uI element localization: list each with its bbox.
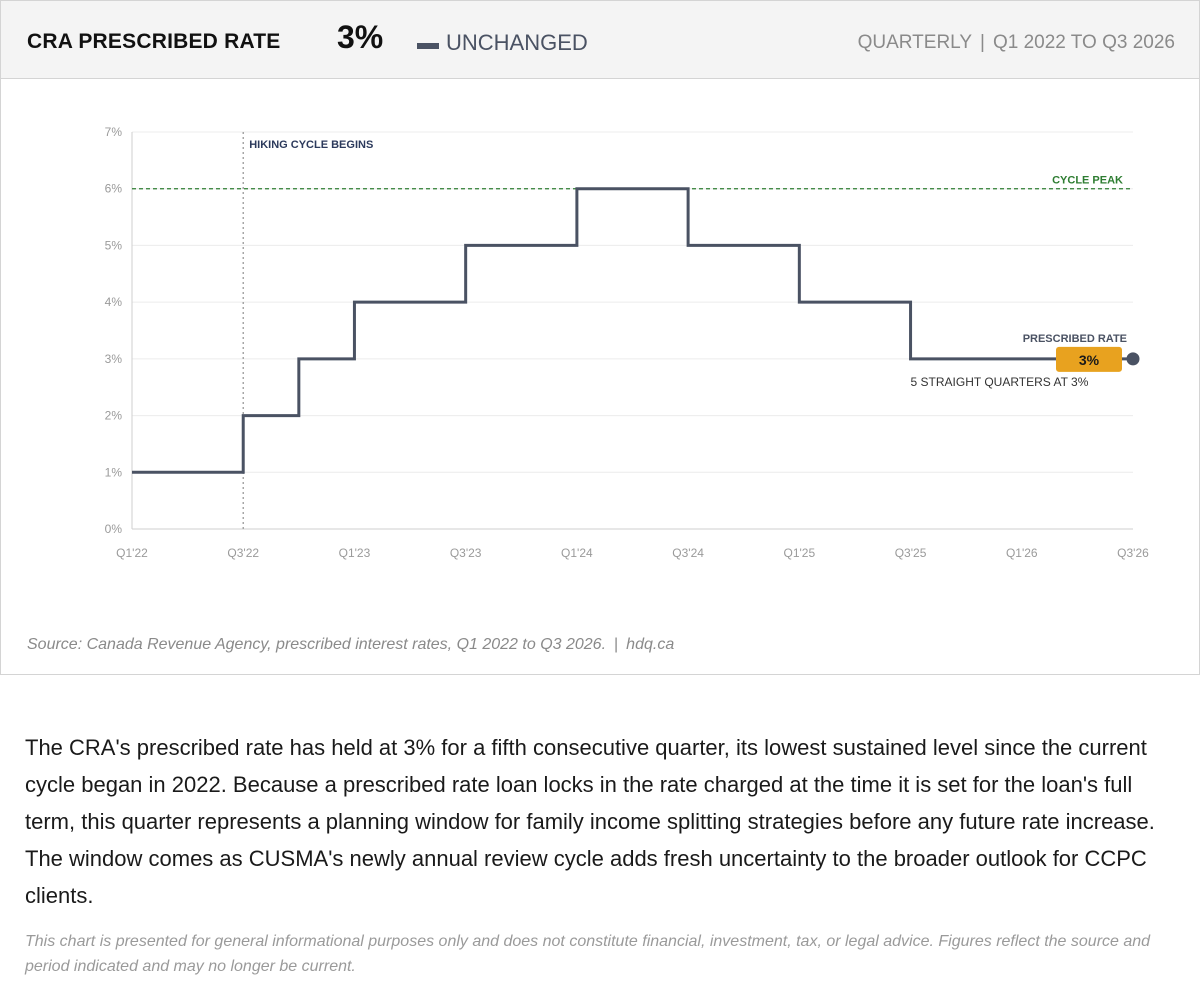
commentary-paragraph: The CRA's prescribed rate has held at 3%… [25, 735, 1155, 908]
source-separator: | [614, 636, 619, 653]
period-range: Q1 2022 TO Q3 2026 [992, 32, 1175, 53]
status-swatch [417, 43, 439, 49]
x-tick-label: Q1'24 [561, 546, 593, 560]
x-tick-label: Q1'26 [1006, 546, 1038, 560]
end-note-label: 5 STRAIGHT QUARTERS AT 3% [911, 375, 1089, 389]
source-text: Source: Canada Revenue Agency, prescribe… [27, 636, 607, 653]
end-data-point [1126, 352, 1140, 366]
chart-title: CRA PRESCRIBED RATE [27, 30, 281, 53]
y-tick-label: 4% [105, 295, 123, 309]
chart-period: QUARTERLY | Q1 2022 TO Q3 2026 [858, 32, 1175, 54]
y-tick-label: 0% [105, 522, 123, 536]
period-separator: | [980, 32, 985, 53]
y-tick-label: 5% [105, 238, 123, 252]
x-tick-label: Q3'25 [895, 546, 927, 560]
y-tick-label: 2% [105, 409, 123, 423]
y-tick-label: 7% [105, 125, 123, 139]
cycle-peak-label: CYCLE PEAK [1052, 175, 1123, 187]
x-tick-label: Q3'26 [1117, 546, 1149, 560]
y-tick-label: 6% [105, 182, 123, 196]
rate-status: UNCHANGED [446, 30, 588, 55]
x-tick-label: Q1'22 [116, 546, 148, 560]
x-tick-label: Q3'24 [672, 546, 704, 560]
frequency-label: QUARTERLY [857, 32, 973, 53]
x-tick-label: Q3'23 [450, 546, 482, 560]
series-end-label: PRESCRIBED RATE [1023, 333, 1127, 345]
current-rate-value: 3% [337, 19, 384, 55]
end-value-badge [1056, 346, 1122, 372]
step-line-chart: 0% 1% 2% 3% 4% 5% 6% 7% Q1'22 Q3'22 Q1'23 Q3'23 Q1'2… [105, 125, 1149, 560]
cycle-start-label: HIKING CYCLE BEGINS [249, 139, 373, 151]
end-value-badge-text: 3% [1079, 352, 1100, 368]
disclaimer-text: This chart is presented for general info… [25, 933, 1151, 975]
prescribed-rate-series-line [132, 187, 1133, 474]
chart-card: CRA PRESCRIBED RATE 3% UNCHANGED QUARTER… [0, 0, 1200, 675]
y-tick-label: 1% [105, 465, 123, 479]
source-site: hdq.ca [626, 636, 675, 653]
x-tick-label: Q3'22 [227, 546, 259, 560]
chart-header: CRA PRESCRIBED RATE 3% UNCHANGED QUARTER… [1, 1, 1199, 79]
source-note: Source: Canada Revenue Agency, prescribe… [27, 636, 674, 654]
x-tick-label: Q1'23 [339, 546, 371, 560]
x-tick-label: Q1'25 [784, 546, 816, 560]
y-tick-label: 3% [105, 352, 123, 366]
